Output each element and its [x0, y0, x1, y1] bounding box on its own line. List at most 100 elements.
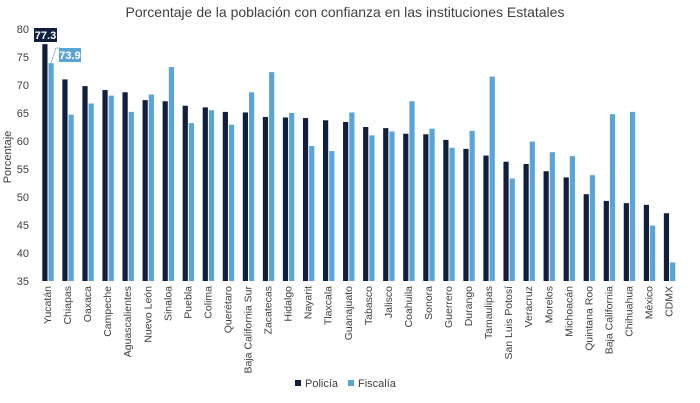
callout-leader-fiscalia: [50, 47, 60, 64]
bar-fiscalia-0: [48, 63, 54, 281]
bar-policia-16: [363, 127, 369, 281]
bar-fiscalia-16: [369, 135, 375, 281]
bar-policia-13: [302, 118, 309, 281]
bar-policia-7: [182, 105, 188, 281]
bar-policia-2: [82, 86, 88, 282]
bar-fiscalia-5: [148, 94, 154, 282]
legend-label-1: Fiscalía: [358, 378, 397, 390]
category-label: Jalisco: [383, 286, 395, 318]
bar-fiscalia-31: [670, 262, 676, 281]
bar-policia-0: [42, 44, 48, 282]
bar-policia-24: [523, 163, 529, 281]
bar-policia-26: [563, 177, 569, 281]
callouts: 77.373.9: [34, 28, 81, 64]
bar-fiscalia-21: [469, 130, 475, 281]
category-label: Durango: [463, 286, 475, 326]
bar-fiscalia-13: [309, 146, 315, 281]
bar-fiscalia-7: [188, 123, 195, 281]
category-label: Chihuahua: [623, 286, 635, 337]
category-label: Nayarit: [303, 286, 315, 319]
bar-policia-19: [423, 134, 429, 281]
bar-policia-28: [603, 200, 609, 281]
category-labels: Yucatán Chiapas Oaxaca Campeche Aguascalient…: [42, 286, 676, 374]
y-tick-label: 65: [17, 108, 29, 120]
bar-policia-22: [483, 155, 489, 281]
y-tick-label: 50: [17, 192, 29, 204]
category-label: San Luis Potosí: [503, 286, 515, 360]
category-label: Hidalgo: [283, 286, 295, 322]
category-label: Aguascalientes: [122, 286, 134, 357]
category-label: Puebla: [182, 286, 194, 319]
bar-policia-5: [142, 100, 148, 282]
bar-policia-4: [122, 92, 128, 281]
callout-box-fiscalia: [59, 48, 81, 62]
bar-fiscalia-6: [168, 67, 174, 281]
category-label: Veracruz: [523, 286, 535, 327]
bar-policia-31: [663, 213, 670, 281]
bar-policia-10: [242, 112, 248, 281]
bar-fiscalia-23: [509, 178, 515, 281]
bar-policia-27: [583, 194, 589, 281]
bar-fiscalia-28: [609, 114, 616, 282]
chart-title: Porcentaje de la población con confianza…: [126, 4, 565, 20]
bar-fiscalia-1: [68, 114, 74, 282]
bar-policia-12: [282, 117, 289, 281]
bar-fiscalia-27: [589, 175, 596, 281]
callout-box-policia: [34, 28, 57, 42]
bar-fiscalia-8: [208, 110, 215, 281]
callout-label-policia: 77.3: [35, 30, 56, 42]
category-label: CDMX: [664, 286, 676, 317]
y-tick-label: 45: [17, 220, 29, 232]
bar-fiscalia-12: [289, 113, 295, 281]
legend: Policía Fiscalía: [295, 378, 397, 390]
y-axis-label: Porcentaje: [2, 131, 14, 184]
bar-policia-29: [623, 203, 629, 281]
y-tick-label: 40: [17, 248, 29, 260]
bar-policia-11: [262, 116, 269, 281]
bar-fiscalia-19: [429, 128, 435, 281]
bar-policia-6: [162, 101, 168, 282]
y-tick-label: 35: [17, 276, 29, 288]
category-label: Guanajuato: [343, 286, 355, 340]
bar-fiscalia-24: [529, 141, 535, 281]
category-label: Baja California: [603, 286, 615, 354]
legend-label-0: Policía: [305, 378, 339, 390]
category-label: Querétaro: [222, 286, 234, 333]
category-label: Oaxaca: [82, 286, 94, 322]
bar-policia-1: [62, 79, 68, 282]
category-label: Sonora: [423, 286, 435, 320]
legend-swatch-1: [348, 380, 354, 386]
category-label: Chiapas: [62, 286, 74, 325]
bar-policia-30: [643, 204, 649, 281]
bar-policia-20: [443, 139, 449, 281]
bar-fiscalia-30: [650, 225, 656, 281]
bar-fiscalia-4: [128, 111, 134, 281]
bars: [42, 44, 676, 282]
y-tick-label: 70: [17, 80, 29, 92]
category-label: Baja California Sur: [243, 286, 255, 374]
y-tick-labels: 35 40 45 50 55 60 65 70 75 80: [17, 24, 29, 288]
bar-policia-3: [102, 90, 108, 281]
category-label: Coahuila: [403, 286, 415, 328]
y-tick-label: 55: [17, 164, 29, 176]
bar-policia-8: [202, 107, 208, 282]
bar-fiscalia-18: [409, 101, 415, 282]
bar-fiscalia-17: [389, 131, 395, 281]
category-label: México: [644, 286, 656, 319]
legend-swatch-0: [295, 380, 301, 386]
bar-fiscalia-20: [449, 147, 455, 281]
bar-policia-18: [403, 133, 409, 281]
bar-fiscalia-22: [489, 76, 495, 281]
y-tick-label: 75: [17, 52, 29, 64]
y-tick-label: 60: [17, 136, 29, 148]
category-label: Guerrero: [443, 286, 455, 328]
category-label: Tabasco: [363, 286, 375, 325]
bar-policia-14: [323, 120, 329, 281]
bar-policia-17: [383, 128, 389, 281]
bar-fiscalia-26: [569, 156, 575, 281]
category-label: Colima: [202, 286, 214, 319]
bar-policia-15: [343, 121, 349, 282]
bar-fiscalia-9: [228, 124, 235, 281]
bar-policia-9: [222, 111, 228, 281]
